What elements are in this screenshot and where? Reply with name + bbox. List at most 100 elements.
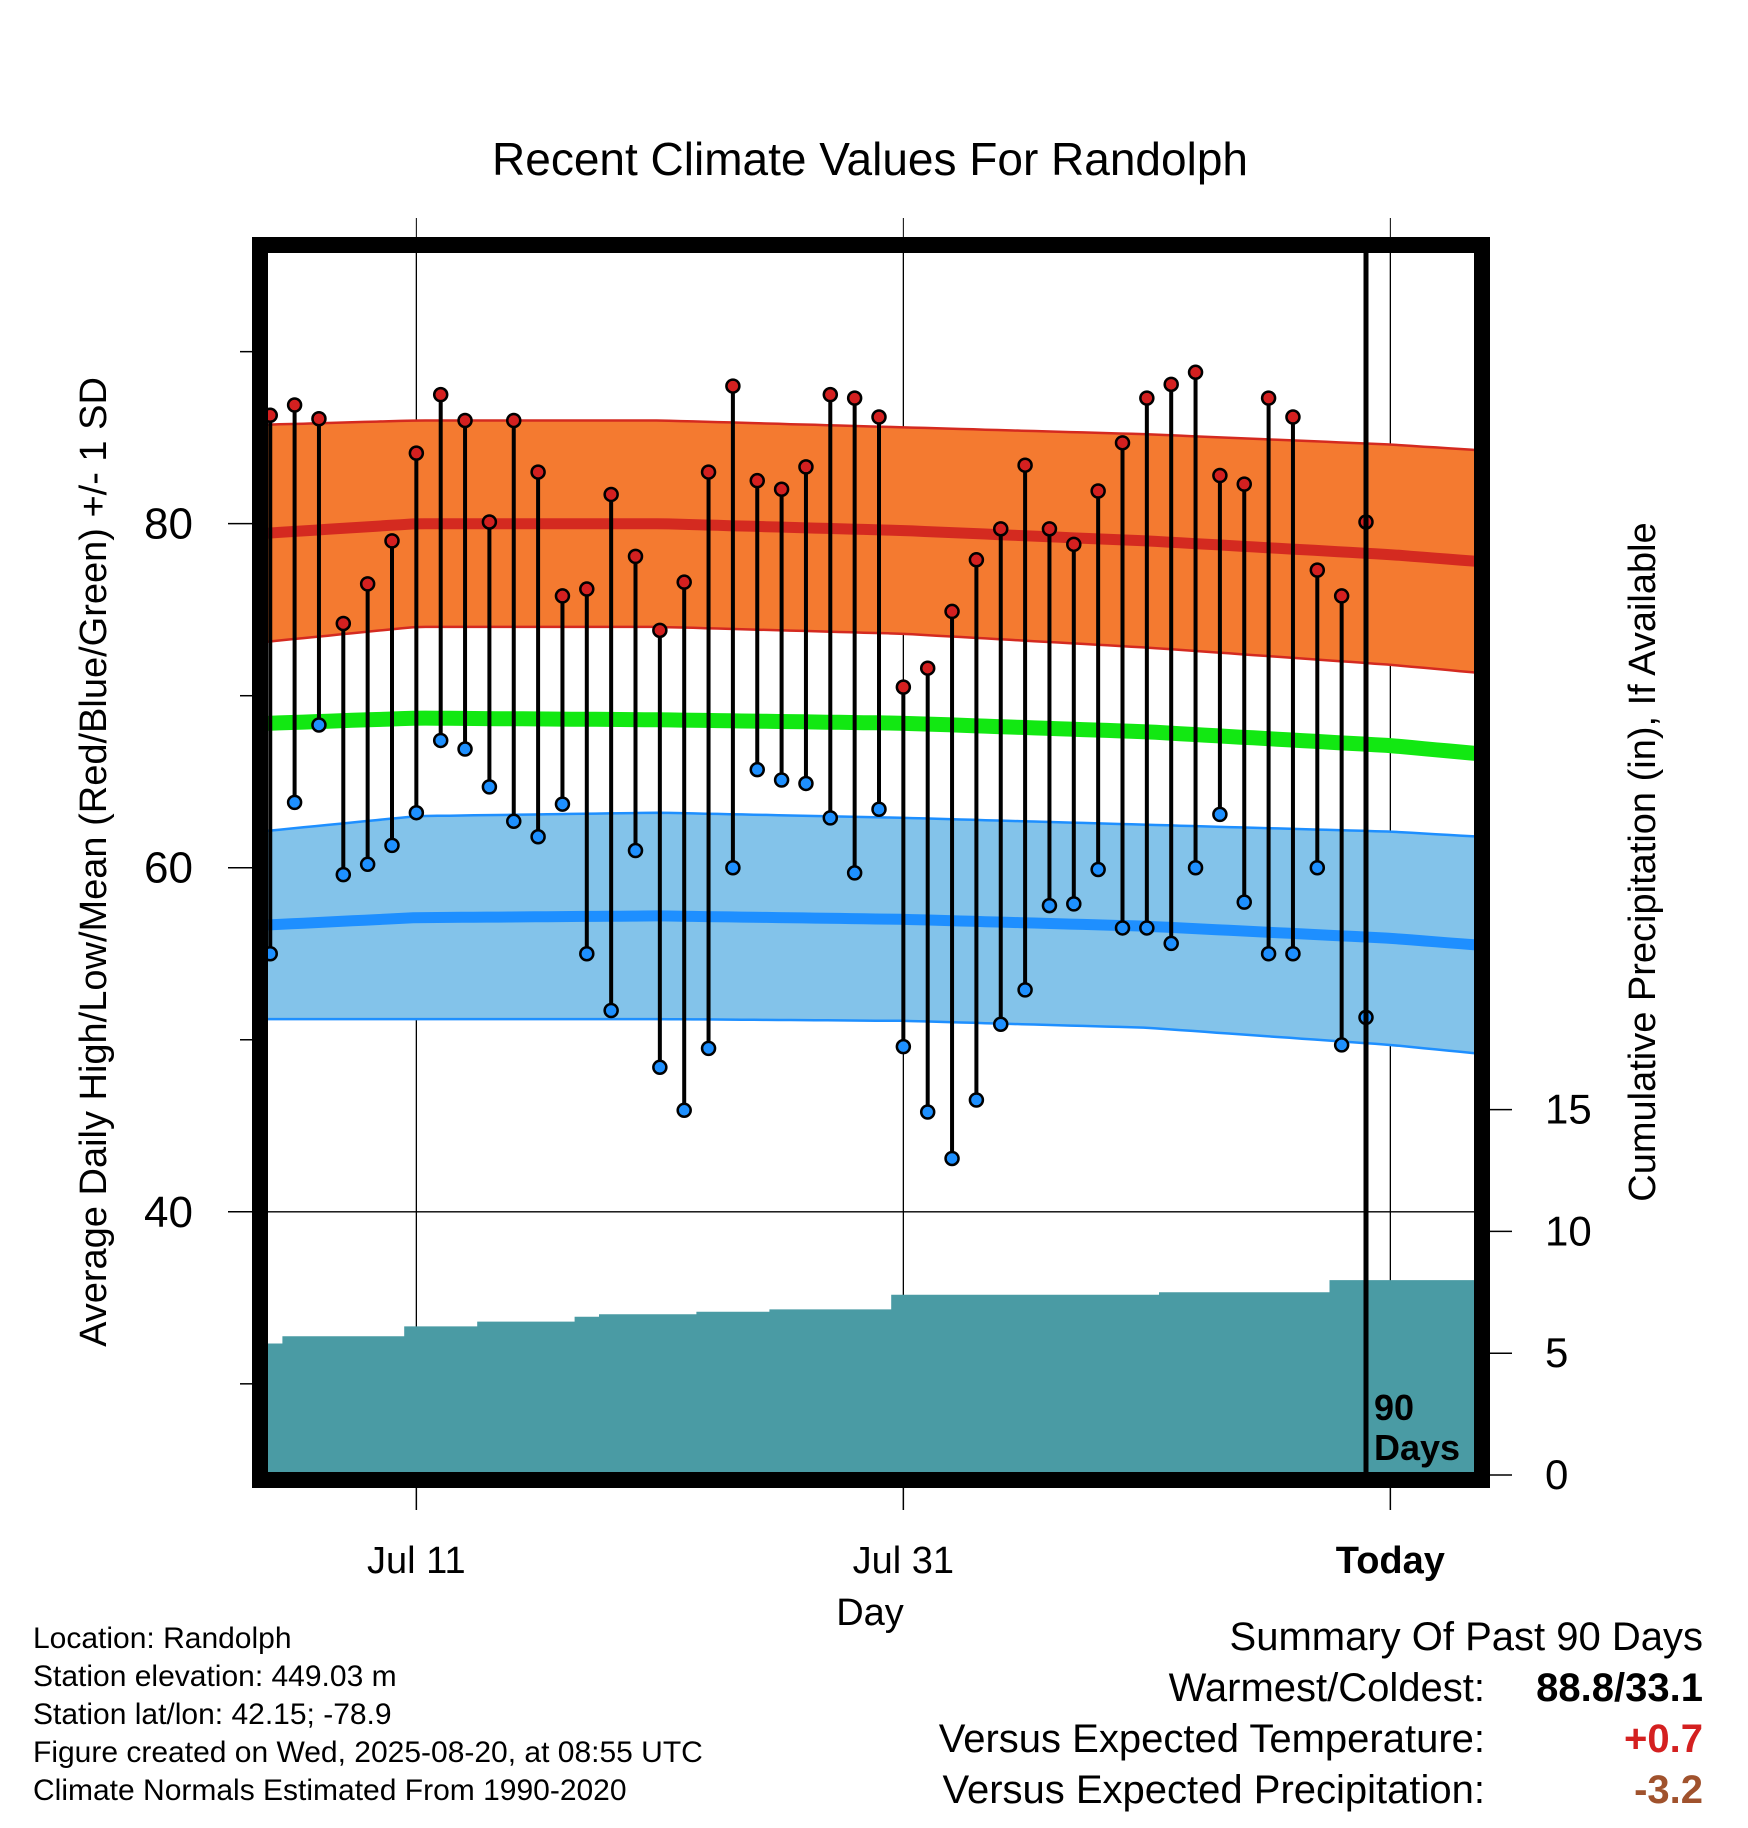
high-point xyxy=(1187,364,1204,381)
high-point xyxy=(45,445,58,458)
high-point xyxy=(1090,483,1106,499)
high-point xyxy=(408,445,425,461)
low-point xyxy=(286,794,303,811)
low-normal-line xyxy=(267,910,1475,951)
low-point xyxy=(166,813,179,826)
high-point xyxy=(1066,536,1082,553)
low-point xyxy=(993,1016,1009,1033)
low-point xyxy=(554,796,571,812)
summary-label: Versus Expected Temperature: xyxy=(938,1717,1485,1761)
high-point xyxy=(1139,390,1155,406)
low-point xyxy=(798,775,814,792)
low-point xyxy=(944,1150,960,1167)
low-point xyxy=(20,756,33,769)
high-point xyxy=(359,576,376,592)
high-point xyxy=(1114,435,1131,451)
high-point xyxy=(1017,457,1033,473)
high-point xyxy=(749,472,765,489)
summary-label: Versus Expected Precipitation: xyxy=(942,1768,1485,1812)
high-point xyxy=(919,660,936,676)
low-point xyxy=(267,946,278,962)
low-point xyxy=(384,837,400,854)
summary-value: -3.2 xyxy=(1634,1768,1703,1812)
low-point xyxy=(579,946,595,962)
high-point xyxy=(432,386,449,403)
summary-row-precipitation: Versus Expected Precipitation: -3.2 xyxy=(939,1765,1703,1816)
low-point xyxy=(1114,920,1131,936)
summary-panel: Summary Of Past 90 Days Warmest/Coldest:… xyxy=(939,1612,1703,1816)
low-point xyxy=(1066,896,1082,912)
high-point xyxy=(384,533,400,549)
low-point xyxy=(142,892,155,905)
high-point xyxy=(1236,476,1252,492)
high-point xyxy=(481,514,498,530)
today-days-word: Days xyxy=(1374,1427,1460,1468)
chart-title: Recent Climate Values For Randolph xyxy=(492,133,1248,185)
high-point xyxy=(286,397,303,413)
low-point xyxy=(45,743,58,756)
y2-axis-label: Cumulative Precipitation (in), If Availa… xyxy=(1622,522,1664,1201)
low-point xyxy=(749,761,765,778)
high-point xyxy=(1309,562,1326,578)
high-point xyxy=(968,552,985,568)
high-point xyxy=(627,548,644,565)
high-point xyxy=(1260,390,1277,406)
high-point xyxy=(311,410,327,427)
high-point xyxy=(554,588,571,604)
low-point xyxy=(725,859,741,876)
y-tick-label: 40 xyxy=(144,1188,193,1237)
y2-tick-label: 10 xyxy=(1545,1207,1592,1254)
low-point xyxy=(1333,1037,1350,1053)
high-point xyxy=(676,574,692,590)
low-point xyxy=(773,772,790,788)
low-point xyxy=(311,717,327,733)
low-point xyxy=(1090,861,1106,878)
x-tick-label: Jul 11 xyxy=(367,1540,466,1582)
info-location: Location: Randolph xyxy=(33,1622,292,1655)
low-point xyxy=(919,1104,936,1120)
low-point xyxy=(191,903,204,916)
y-tick-label: 80 xyxy=(144,500,193,549)
summary-heading: Summary Of Past 90 Days xyxy=(1229,1615,1703,1659)
high-point xyxy=(603,486,619,503)
plot-frame xyxy=(252,237,1490,1488)
info-normals: Climate Normals Estimated From 1990-2020 xyxy=(33,1774,627,1807)
low-point xyxy=(968,1092,985,1108)
station-info: Location: Randolph Station elevation: 44… xyxy=(33,1620,703,1810)
info-latlon: Station lat/lon: 42.15; -78.9 xyxy=(33,1698,392,1731)
high-point xyxy=(1285,409,1301,425)
low-point xyxy=(408,804,425,821)
high-point xyxy=(530,464,546,480)
low-point xyxy=(871,801,887,818)
y-tick-label: 60 xyxy=(144,844,193,893)
low-point xyxy=(1309,859,1326,876)
low-point xyxy=(1236,894,1252,910)
low-point xyxy=(1187,859,1204,876)
low-point xyxy=(215,970,228,983)
summary-value: 88.8/33.1 xyxy=(1536,1666,1703,1710)
high-point xyxy=(267,407,278,424)
low-point xyxy=(700,1040,717,1057)
mean-normal-line xyxy=(267,710,1475,761)
low-point xyxy=(1212,806,1228,823)
high-point xyxy=(457,412,473,429)
high-point xyxy=(1212,467,1228,484)
high-point xyxy=(1041,521,1058,537)
high-point xyxy=(20,429,33,442)
low-point xyxy=(335,866,352,883)
low-point xyxy=(1139,920,1155,936)
high-point xyxy=(1163,376,1179,393)
plot-content xyxy=(0,245,1475,1475)
low-point xyxy=(432,732,449,749)
high-point xyxy=(118,500,131,513)
high-point xyxy=(0,385,9,398)
x-tick-label: Today xyxy=(1336,1540,1445,1582)
y2-tick-label: 5 xyxy=(1545,1329,1568,1376)
info-created: Figure created on Wed, 2025-08-20, at 08… xyxy=(33,1736,703,1769)
high-lower-edge xyxy=(267,625,1475,674)
low-point xyxy=(603,1002,619,1019)
precip-area xyxy=(267,1280,1475,1475)
low-point xyxy=(676,1102,692,1119)
summary-label: Warmest/Coldest: xyxy=(1168,1666,1485,1710)
